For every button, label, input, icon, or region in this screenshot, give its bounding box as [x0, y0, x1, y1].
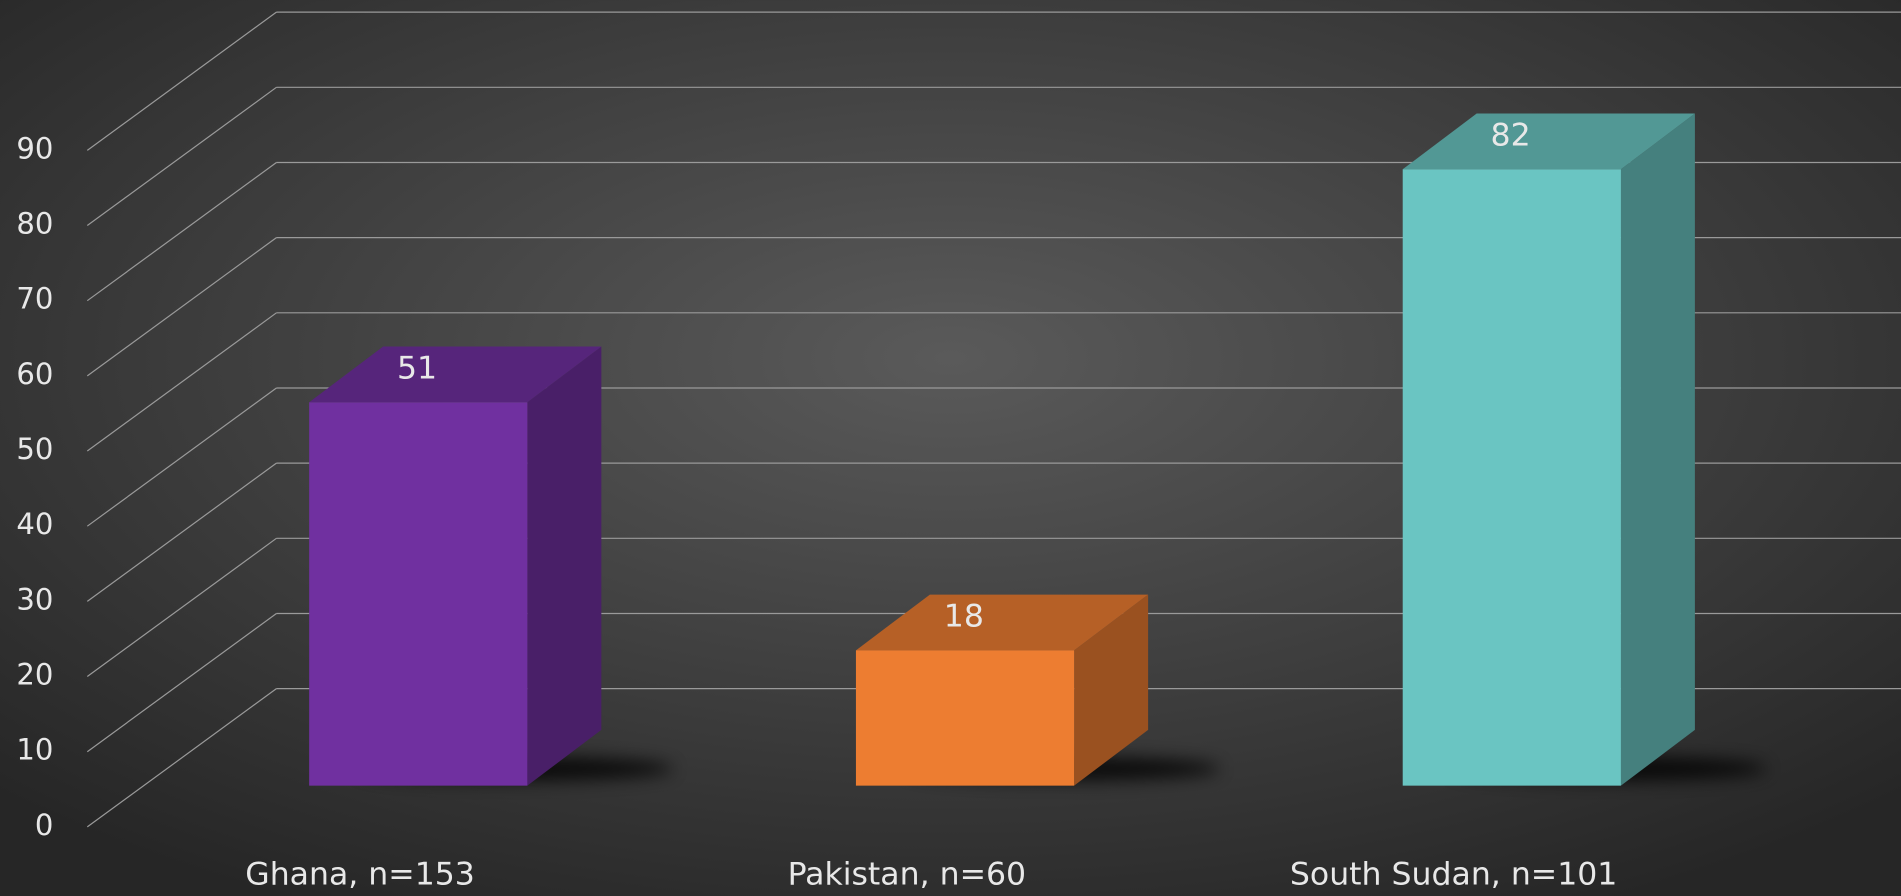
- y-tick-label: 30: [16, 582, 53, 616]
- bars: 51 Ghana, n=153 18 Pakistan, n=60 82 South Su…: [245, 113, 1767, 892]
- data-label: 82: [1491, 118, 1531, 154]
- y-tick-label: 20: [16, 658, 53, 692]
- y-tick-label: 0: [35, 808, 54, 842]
- grid-line-diagonal: [86, 387, 277, 527]
- bar: [309, 402, 528, 786]
- grid-line-diagonal: [86, 688, 277, 828]
- grid-line-diagonal: [86, 462, 277, 602]
- data-label: 51: [397, 351, 437, 387]
- grid-line-diagonal: [86, 11, 277, 151]
- grid-line-diagonal: [86, 612, 277, 753]
- x-tick-label: Pakistan, n=60: [788, 856, 1027, 892]
- y-tick-label: 10: [16, 733, 53, 767]
- bar-top: [309, 346, 602, 403]
- bar-side: [1074, 594, 1149, 786]
- bar-top: [855, 594, 1149, 651]
- grid-line-diagonal: [86, 86, 277, 227]
- y-tick-label: 90: [16, 131, 53, 165]
- x-tick-label: South Sudan, n=101: [1290, 856, 1617, 892]
- y-tick-label: 70: [16, 282, 53, 316]
- y-tick-label: 50: [16, 432, 53, 466]
- grid-line-diagonal: [86, 312, 277, 452]
- x-tick-label: Ghana, n=153: [245, 856, 475, 892]
- grid-line-diagonal: [86, 537, 277, 678]
- y-tick-label: 80: [16, 207, 53, 241]
- bar-side: [527, 346, 602, 786]
- bar: [855, 650, 1075, 786]
- data-label: 18: [944, 599, 984, 635]
- grid-line-diagonal: [86, 161, 277, 302]
- y-tick-label: 60: [16, 357, 53, 391]
- y-tick-label: 40: [16, 507, 53, 541]
- grid-line-diagonal: [86, 237, 277, 377]
- bar-side: [1620, 113, 1695, 786]
- bar: [1402, 169, 1621, 786]
- bar-top: [1402, 113, 1695, 170]
